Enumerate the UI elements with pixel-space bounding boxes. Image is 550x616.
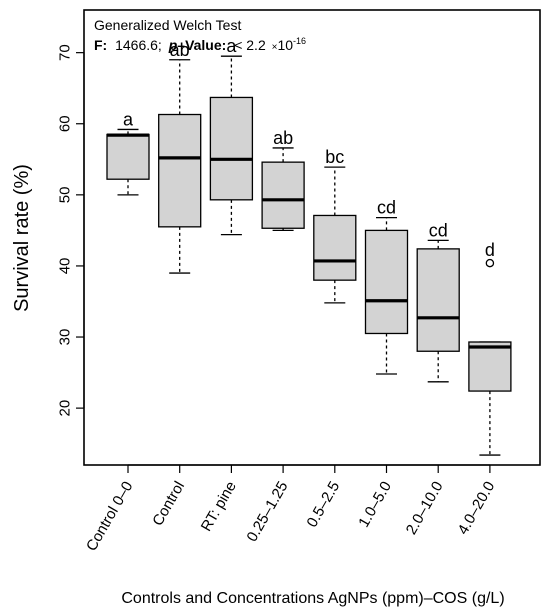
x-axis-label: Controls and Concentrations AgNPs (ppm)–… [121,590,504,607]
p-times: × [272,42,278,53]
iqr-box [468,341,512,392]
x-tick-label: Control 0–0 [83,479,137,555]
group-letter: cd [377,198,396,218]
test-title: Generalized Welch Test [94,17,241,33]
iqr-box [261,161,305,229]
group-letter: ab [170,40,190,60]
iqr-box [416,248,460,352]
iqr-box [313,214,357,281]
box-8: d [468,240,512,456]
p-label: p [168,37,178,53]
x-tick-label: 1.0–5.0 [355,479,395,531]
group-letter: a [123,109,134,129]
box-4: ab [261,128,305,232]
group-letter: a [226,36,237,56]
test-statistics: F: 1466.6; p–Value: < 2.2 ×10-16 [94,36,306,53]
group-letter: d [485,240,495,260]
box-2: ab [158,40,202,274]
iqr-box [158,113,202,228]
y-axis: 20 30 40 50 60 70 [56,44,85,417]
iqr-box [106,133,150,180]
y-tick-label: 40 [56,258,73,275]
x-tick-label: 0.5–2.5 [304,479,344,531]
box-3: a [209,36,254,236]
x-axis: Control 0–0 Control RT: pine 0.25–1.25 0.5–2… [83,464,498,555]
p-exponent: -16 [293,36,306,46]
outlier-point [485,258,495,268]
y-tick-label: 60 [56,115,73,132]
box-1: a [106,109,150,196]
x-tick-label: Control [149,479,188,529]
plot-frame [83,9,541,466]
x-tick-label: 2.0–10.0 [403,479,447,538]
y-tick-label: 50 [56,187,73,204]
iqr-box [364,229,409,335]
p-value: < 2.2 [234,37,266,53]
p-base: 10 [277,37,293,53]
f-label: F: [94,37,107,53]
f-value: 1466.6; [115,37,162,53]
x-tick-label: RT: pine [198,479,240,535]
y-tick-label: 30 [56,329,73,346]
box-6: cd [364,198,409,375]
iqr-box [209,96,254,201]
box-5: bc [313,147,357,304]
box-7: cd [416,220,460,383]
group-letter: bc [325,147,344,167]
group-letter: cd [429,220,448,240]
p-value-label: –Value: [177,37,226,53]
group-letter: ab [273,128,293,148]
x-tick-label: 4.0–20.0 [454,479,498,538]
x-tick-label: 0.25–1.25 [243,479,291,545]
y-axis-label: Survival rate (%) [11,164,33,312]
y-tick-label: 20 [56,400,73,417]
y-tick-label: 70 [56,44,73,61]
boxes: a ab a ab bc cd cd d [106,36,512,456]
